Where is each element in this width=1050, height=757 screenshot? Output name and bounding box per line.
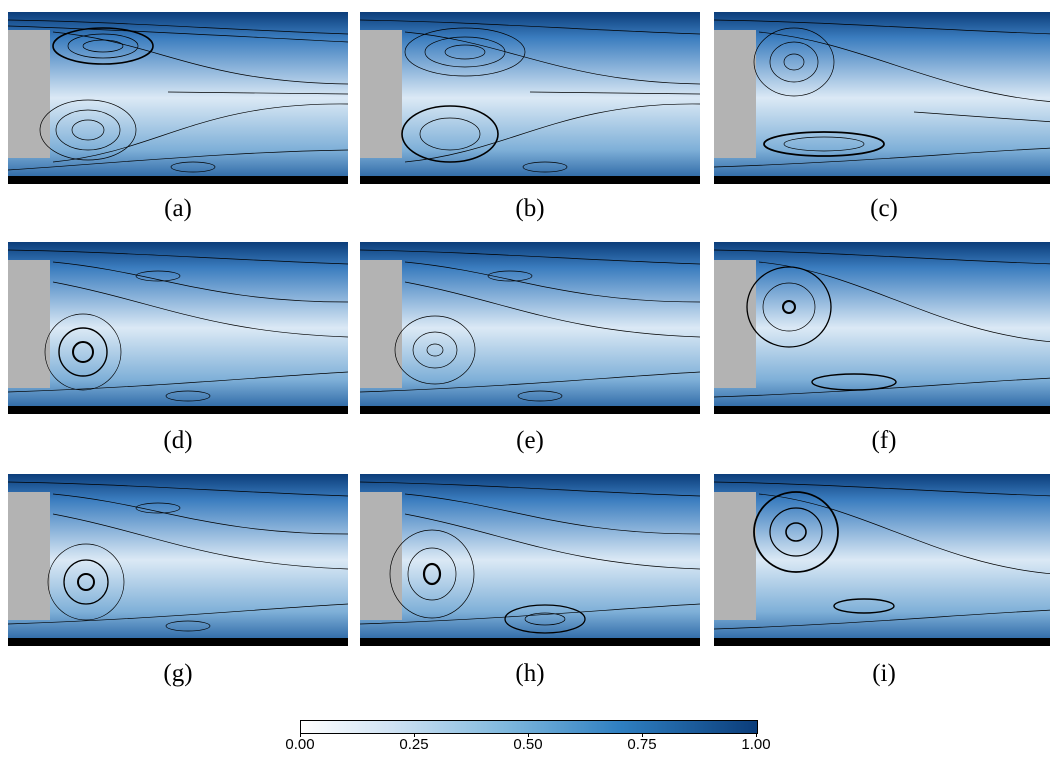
- panel-label-h: (h): [515, 660, 545, 687]
- ground-wall: [714, 176, 1050, 184]
- streamline-plot-g: [8, 474, 348, 646]
- streamline-plot-c: [714, 12, 1050, 184]
- streamline-plot-i: [714, 474, 1050, 646]
- flow-panel-c: [714, 12, 1050, 184]
- panel-label-d: (d): [163, 427, 193, 454]
- ground-wall: [714, 638, 1050, 646]
- bluff-body: [8, 30, 50, 158]
- bluff-body: [360, 260, 402, 388]
- flow-panel-g: [8, 474, 348, 646]
- streamline-plot-b: [360, 12, 700, 184]
- flow-panel-e: [360, 242, 700, 414]
- flow-panel-b: [360, 12, 700, 184]
- flow-panel-h: [360, 474, 700, 646]
- bluff-body: [714, 260, 756, 388]
- ground-wall: [8, 176, 348, 184]
- flow-panel-f: [714, 242, 1050, 414]
- flow-panel-a: [8, 12, 348, 184]
- ground-wall: [360, 638, 700, 646]
- panel-label-a: (a): [164, 195, 192, 222]
- panel-label-b: (b): [515, 195, 545, 222]
- panel-label-e: (e): [516, 427, 544, 454]
- flow-panel-d: [8, 242, 348, 414]
- ground-wall: [714, 406, 1050, 414]
- bluff-body: [8, 492, 50, 620]
- ground-wall: [8, 406, 348, 414]
- panel-label-f: (f): [871, 427, 897, 454]
- colorbar-tick-label: 0.25: [399, 736, 429, 753]
- flow-panel-i: [714, 474, 1050, 646]
- streamline-plot-f: [714, 242, 1050, 414]
- colorbar-tick: [300, 733, 301, 737]
- colorbar-tick: [756, 733, 757, 737]
- colorbar-gradient: [300, 720, 758, 734]
- colorbar-tick-label: 0.75: [627, 736, 657, 753]
- bluff-body: [8, 260, 50, 388]
- ground-wall: [8, 638, 348, 646]
- colorbar-tick-label: 0.50: [513, 736, 543, 753]
- ground-wall: [360, 176, 700, 184]
- colorbar-tick: [414, 733, 415, 737]
- streamline-plot-d: [8, 242, 348, 414]
- streamline-plot-a: [8, 12, 348, 184]
- streamline-plot-e: [360, 242, 700, 414]
- ground-wall: [360, 406, 700, 414]
- bluff-body: [714, 30, 756, 158]
- panel-label-c: (c): [870, 195, 898, 222]
- panel-label-i: (i): [872, 660, 896, 687]
- colorbar-tick-label: 1.00: [741, 736, 771, 753]
- bluff-body: [360, 492, 402, 620]
- colorbar-tick: [528, 733, 529, 737]
- bluff-body: [360, 30, 402, 158]
- colorbar-tick: [642, 733, 643, 737]
- colorbar-tick-label: 0.00: [285, 736, 315, 753]
- colorbar: 0.00 0.25 0.50 0.75 1.00: [285, 720, 771, 756]
- bluff-body: [714, 492, 756, 620]
- streamline-plot-h: [360, 474, 700, 646]
- panel-label-g: (g): [163, 660, 193, 687]
